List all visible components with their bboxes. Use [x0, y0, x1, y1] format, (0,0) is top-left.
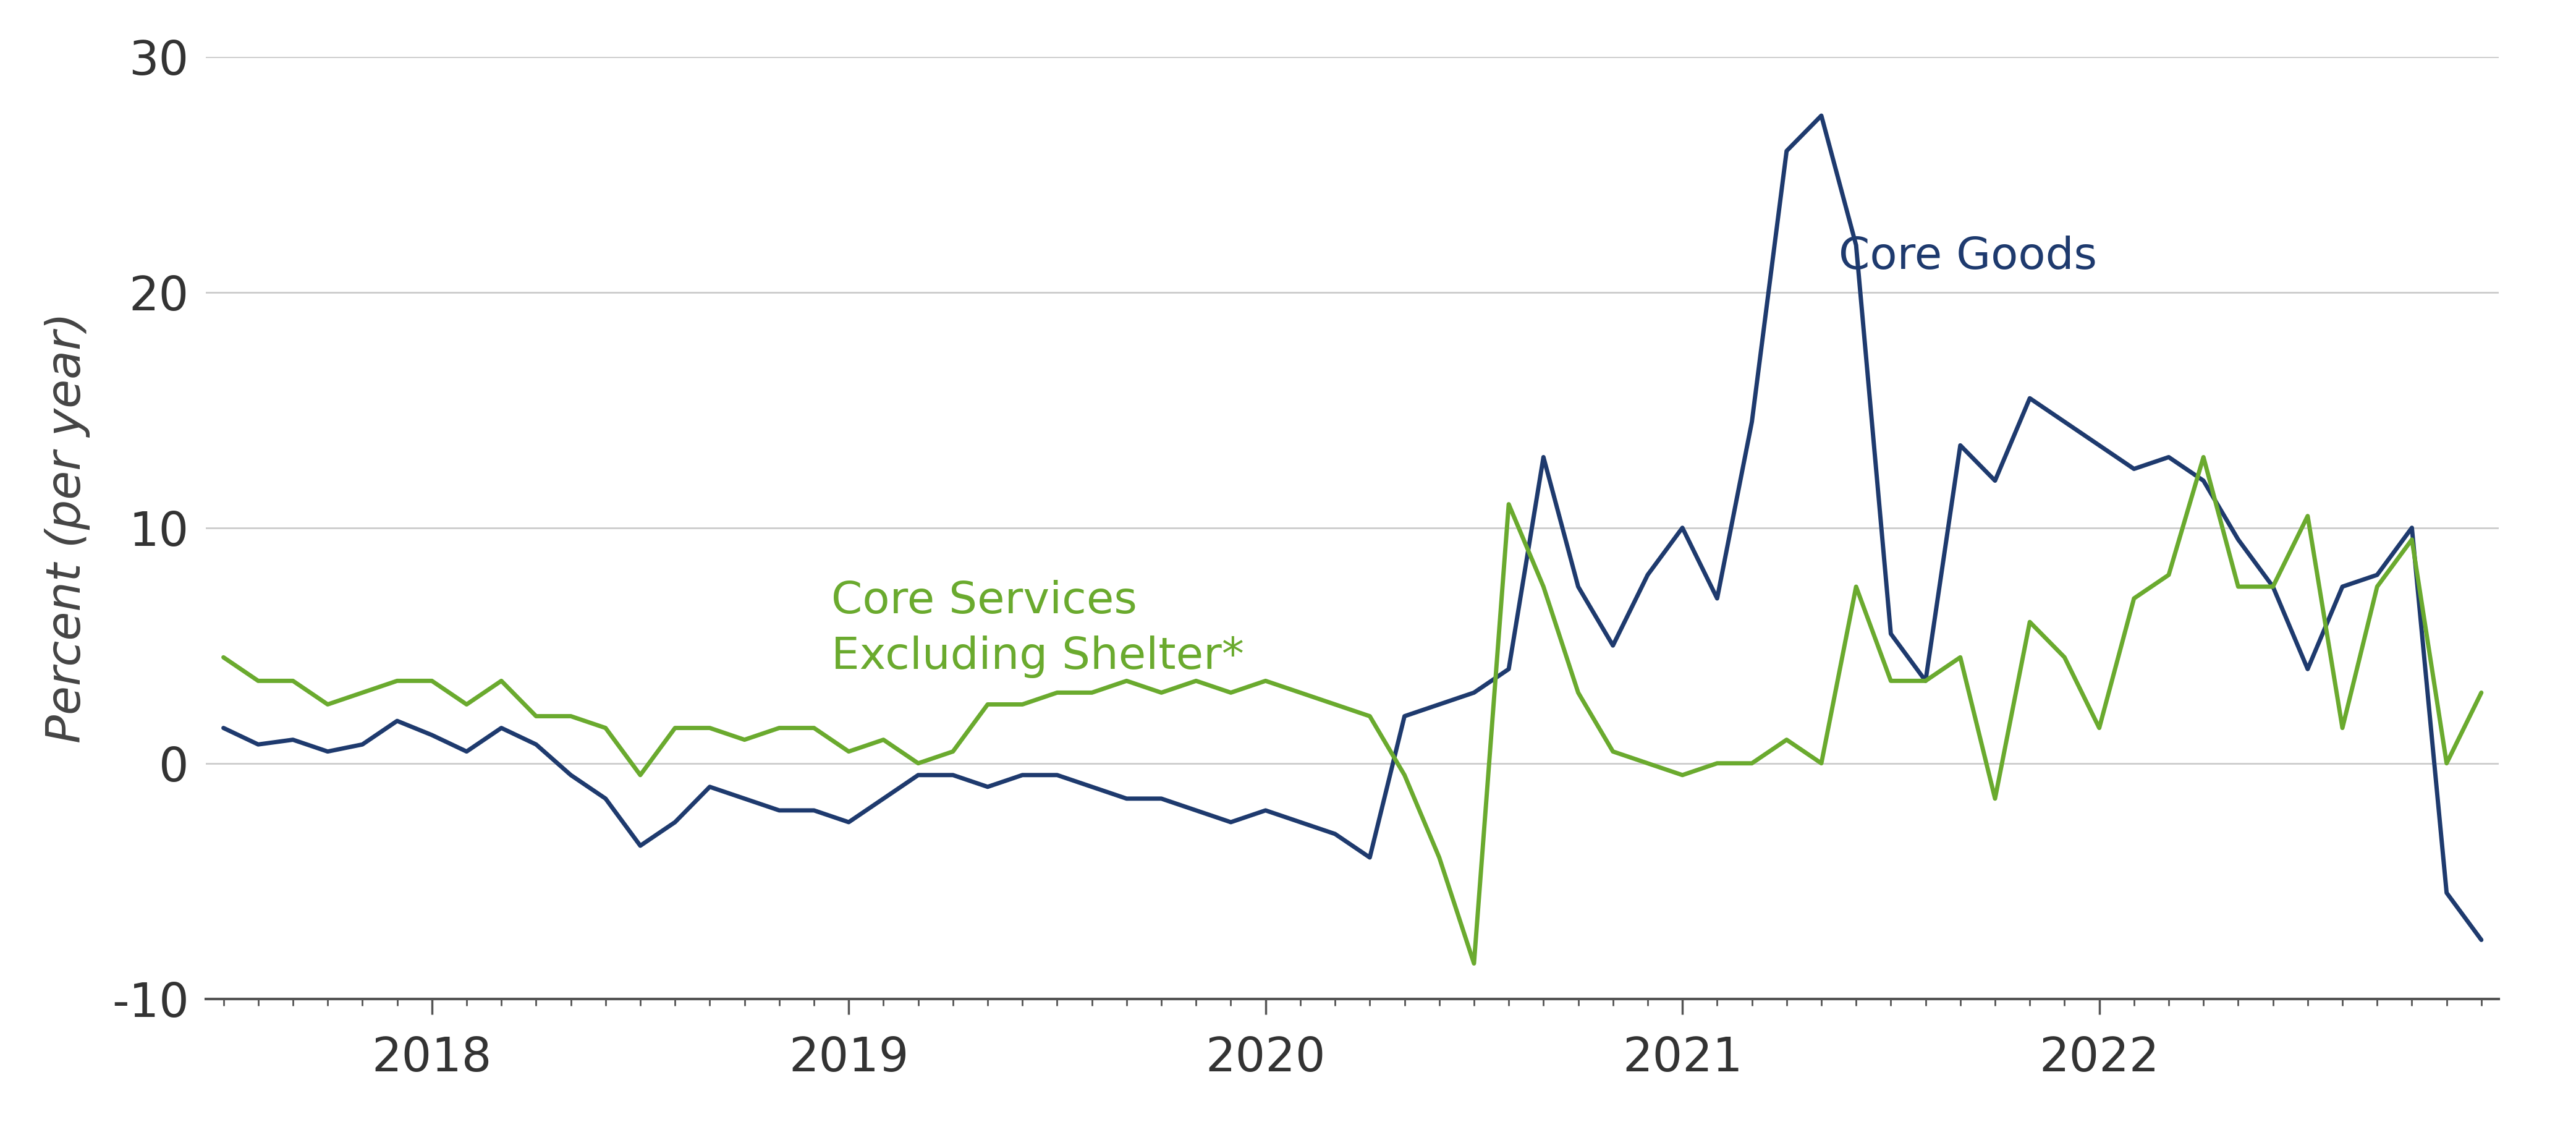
Text: Core Goods: Core Goods	[1839, 236, 2097, 278]
Y-axis label: Percent (per year): Percent (per year)	[44, 312, 90, 743]
Text: Core Services
Excluding Shelter*: Core Services Excluding Shelter*	[832, 580, 1244, 679]
